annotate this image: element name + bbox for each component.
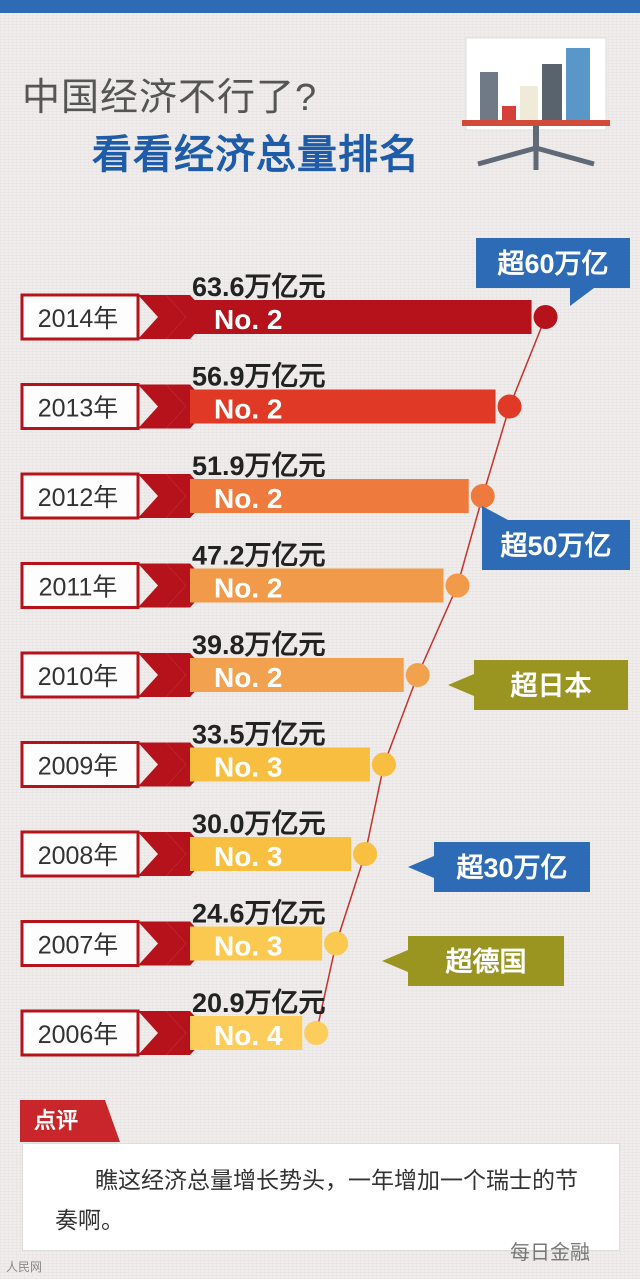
annotation-box: [482, 520, 630, 570]
annotation-label: 超50万亿: [500, 531, 611, 561]
comment-tag: 点评: [20, 1100, 120, 1142]
value-label: 33.5万亿元: [192, 720, 326, 750]
chevron-icon: [138, 563, 186, 608]
year-label: 2007年: [38, 932, 119, 960]
value-label: 24.6万亿元: [192, 899, 326, 929]
annotation-pointer: [448, 674, 474, 696]
year-label-box: [20, 562, 140, 609]
chevron-icon: [138, 295, 186, 339]
top-bar: [0, 0, 640, 13]
comment-text: 瞧这经济总量增长势头，一年增加一个瑞士的节奏啊。: [22, 1143, 620, 1251]
value-label: 39.8万亿元: [192, 630, 326, 660]
data-point: [470, 484, 495, 508]
bar: [190, 837, 352, 871]
chevron-icon: [138, 742, 186, 787]
year-label-box: [20, 651, 140, 699]
annotation-pointer: [382, 950, 408, 972]
year-label: 2014年: [38, 305, 119, 333]
account-name: 每日金融: [510, 1242, 590, 1264]
annotation-label: 超60万亿: [497, 249, 608, 279]
year-label: 2008年: [38, 842, 119, 870]
rank-label: No. 4: [214, 1020, 283, 1051]
data-point: [353, 842, 378, 866]
data-point: [445, 573, 470, 598]
value-label: 51.9万亿元: [192, 451, 326, 481]
annotation-box: [474, 660, 628, 710]
annotation-pointer: [408, 856, 434, 878]
chevron-icon: [138, 474, 186, 518]
bar: [190, 1016, 303, 1050]
bar: [190, 658, 404, 692]
bar: [190, 568, 444, 603]
annotation-label: 超30万亿: [456, 853, 567, 883]
bar-chart-icon: [462, 37, 610, 170]
year-label: 2006年: [38, 1021, 119, 1049]
data-point: [405, 663, 430, 687]
value-label: 30.0万亿元: [192, 809, 326, 839]
annotation-box: [476, 238, 630, 288]
rank-label: No. 2: [214, 394, 282, 425]
chevron-icon: [138, 832, 186, 876]
value-label: 20.9万亿元: [192, 988, 326, 1018]
annotation-pointer: [570, 288, 594, 306]
year-label: 2011年: [39, 574, 118, 602]
year-label-box: [20, 920, 140, 967]
year-label-box: [20, 383, 140, 430]
value-label: 47.2万亿元: [192, 541, 326, 571]
year-label: 2009年: [38, 753, 119, 781]
rank-label: No. 2: [214, 483, 282, 514]
page-title: 中国经济不行了?: [22, 77, 318, 119]
bar: [190, 389, 496, 424]
annotation-label: 超德国: [446, 947, 527, 977]
year-label-box: [20, 1009, 140, 1057]
bar: [190, 747, 370, 782]
year-label: 2012年: [38, 484, 119, 512]
source-credit: 人民网: [6, 1260, 43, 1274]
annotation-label: 超日本: [511, 671, 592, 701]
rank-label: No. 3: [214, 752, 282, 783]
annotation-box: [408, 936, 564, 986]
rank-label: No. 2: [214, 573, 282, 604]
rank-label: No. 3: [214, 931, 282, 962]
rank-label: No. 2: [214, 304, 282, 335]
year-label: 2010年: [38, 663, 119, 691]
year-label-box: [20, 293, 140, 341]
year-label: 2013年: [38, 395, 119, 423]
bar: [190, 300, 532, 334]
annotation-pointer: [482, 506, 508, 520]
data-point: [371, 752, 396, 777]
rank-label: No. 3: [214, 841, 282, 872]
annotation-box: [434, 842, 590, 892]
year-label-box: [20, 472, 140, 520]
rank-label: No. 2: [214, 662, 282, 693]
chevron-icon: [138, 921, 186, 966]
data-point: [324, 931, 349, 956]
data-point: [304, 1021, 329, 1045]
bar: [190, 479, 469, 513]
data-point: [533, 305, 558, 329]
year-label-box: [20, 741, 140, 788]
chevron-icon: [138, 653, 186, 697]
page-subtitle: 看看经济总量排名: [92, 133, 420, 177]
data-point: [497, 394, 522, 419]
value-label: 63.6万亿元: [192, 272, 326, 302]
year-label-box: [20, 830, 140, 878]
chevron-icon: [138, 384, 186, 429]
chevron-icon: [138, 1011, 186, 1055]
value-label: 56.9万亿元: [192, 362, 326, 392]
bar: [190, 926, 323, 961]
